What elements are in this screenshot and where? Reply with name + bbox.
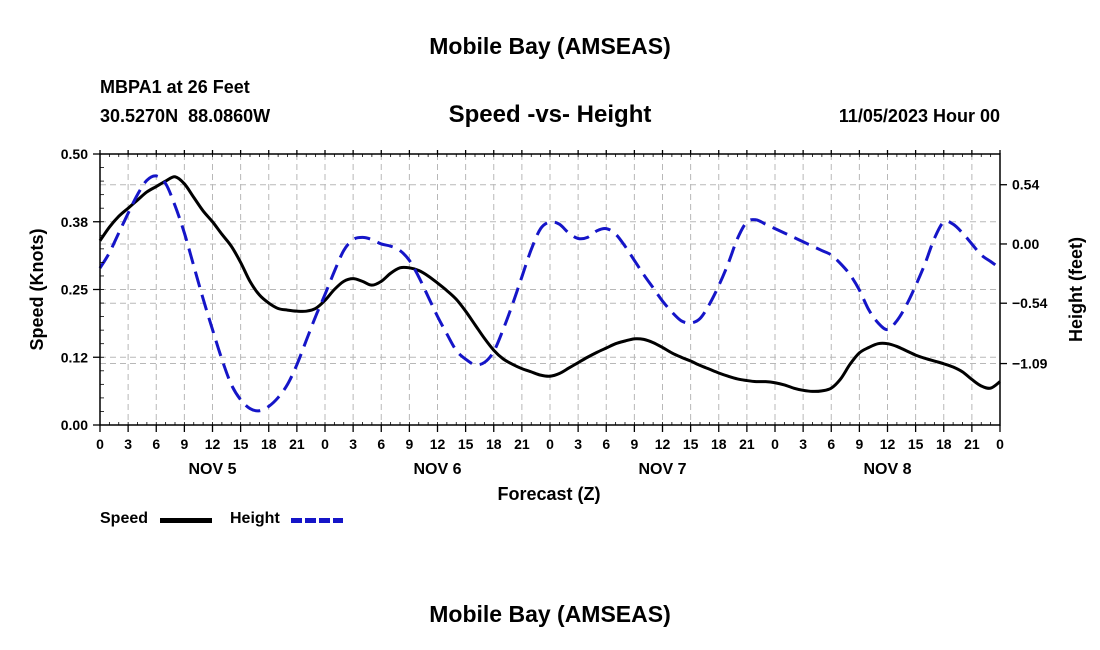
x-tick-label: 9: [180, 436, 188, 452]
x-tick-label: 12: [655, 436, 671, 452]
x-tick-label: 15: [458, 436, 474, 452]
y-tick-label: 0.50: [61, 146, 88, 162]
y-axis-label: Speed (Knots): [27, 228, 47, 350]
series-lines: [98, 174, 1001, 413]
y2-tick-label: 0.54: [1012, 177, 1039, 193]
x-tick-label: 18: [486, 436, 502, 452]
y-tick-label: 0.00: [61, 417, 88, 433]
x-tick-label: 6: [827, 436, 835, 452]
day-label: NOV 5: [188, 461, 236, 478]
legend-speed-label: Speed: [100, 510, 149, 527]
station-coordinates: 30.5270N 88.0860W: [100, 106, 271, 126]
page-title: Mobile Bay (AMSEAS): [429, 33, 671, 59]
station-name: MBPA1 at 26 Feet: [100, 77, 250, 97]
y2-tick-label: −1.09: [1012, 356, 1048, 372]
x-tick-label: 18: [936, 436, 952, 452]
y2-tick-label: 0.00: [1012, 236, 1039, 252]
y2-axis-label: Height (feet): [1066, 237, 1086, 342]
x-tick-label: 9: [630, 436, 638, 452]
chart-title: Speed -vs- Height: [448, 101, 652, 128]
x-tick-label: 21: [514, 436, 530, 452]
x-tick-label: 12: [880, 436, 896, 452]
x-tick-label: 0: [546, 436, 554, 452]
x-tick-label: 18: [711, 436, 727, 452]
footer-title: Mobile Bay (AMSEAS): [429, 601, 671, 627]
x-tick-label: 18: [261, 436, 277, 452]
x-tick-label: 21: [289, 436, 305, 452]
forecast-time: 11/05/2023 Hour 00: [838, 106, 1000, 126]
x-tick-label: 15: [683, 436, 699, 452]
day-label: NOV 8: [863, 461, 911, 478]
x-tick-label: 12: [430, 436, 446, 452]
y-tick-label: 0.12: [61, 349, 88, 365]
x-tick-label: 0: [996, 436, 1004, 452]
x-tick-label: 3: [574, 436, 582, 452]
axes: 0 3 6 9 12 15 18 21 0 3 6 9 12 15 18 21 0 3 6 9 12 15 18 21 0 3 6 9…: [27, 146, 1086, 504]
x-tick-label: 9: [405, 436, 413, 452]
day-label: NOV 7: [638, 461, 686, 478]
x-tick-label: 0: [96, 436, 104, 452]
x-tick-label: 3: [124, 436, 132, 452]
x-axis-label: Forecast (Z): [497, 484, 600, 504]
x-tick-label: 21: [739, 436, 755, 452]
y-tick-label: 0.38: [61, 214, 88, 230]
x-tick-label: 0: [321, 436, 329, 452]
x-tick-label: 6: [602, 436, 610, 452]
series-speed-line: [98, 175, 1001, 393]
legend-speed-swatch: [160, 518, 212, 523]
x-tick-label: 15: [908, 436, 924, 452]
legend-height-label: Height: [230, 510, 280, 527]
x-tick-label: 9: [855, 436, 863, 452]
legend-height-swatch: [291, 518, 343, 523]
x-tick-label: 3: [799, 436, 807, 452]
x-tick-label: 15: [233, 436, 249, 452]
y-tick-label: 0.25: [61, 282, 88, 298]
x-tick-label: 6: [152, 436, 160, 452]
x-tick-label: 3: [349, 436, 357, 452]
grid-lines: [100, 154, 1000, 425]
x-tick-label: 0: [771, 436, 779, 452]
x-tick-label: 21: [964, 436, 980, 452]
series-height-line: [98, 174, 1001, 413]
x-tick-label: 6: [377, 436, 385, 452]
y2-tick-label: −0.54: [1012, 295, 1048, 311]
day-label: NOV 6: [413, 461, 461, 478]
x-tick-label: 12: [205, 436, 221, 452]
